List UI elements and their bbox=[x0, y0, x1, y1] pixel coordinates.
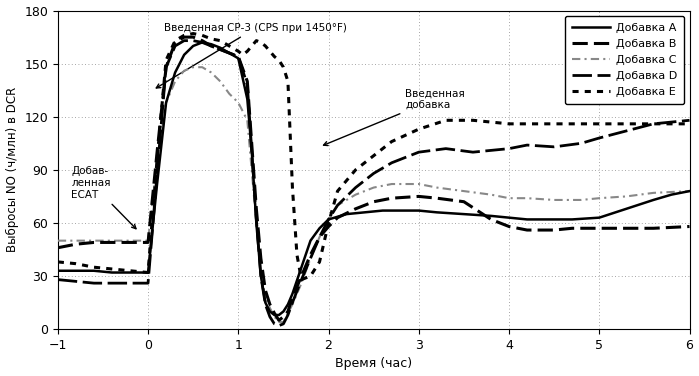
Legend: Добавка A, Добавка B, Добавка C, Добавка D, Добавка E: Добавка A, Добавка B, Добавка C, Добавка… bbox=[565, 16, 684, 104]
Text: Добав-
ленная
ЕСАТ: Добав- ленная ЕСАТ bbox=[71, 166, 136, 229]
Y-axis label: Выбросы NO (ч/млн) в DCR: Выбросы NO (ч/млн) в DCR bbox=[6, 87, 19, 253]
Text: Введенная
добавка: Введенная добавка bbox=[324, 88, 465, 146]
Text: Введенная СР-3 (CPS при 1450°F): Введенная СР-3 (CPS при 1450°F) bbox=[157, 23, 347, 88]
X-axis label: Время (час): Время (час) bbox=[335, 358, 412, 370]
